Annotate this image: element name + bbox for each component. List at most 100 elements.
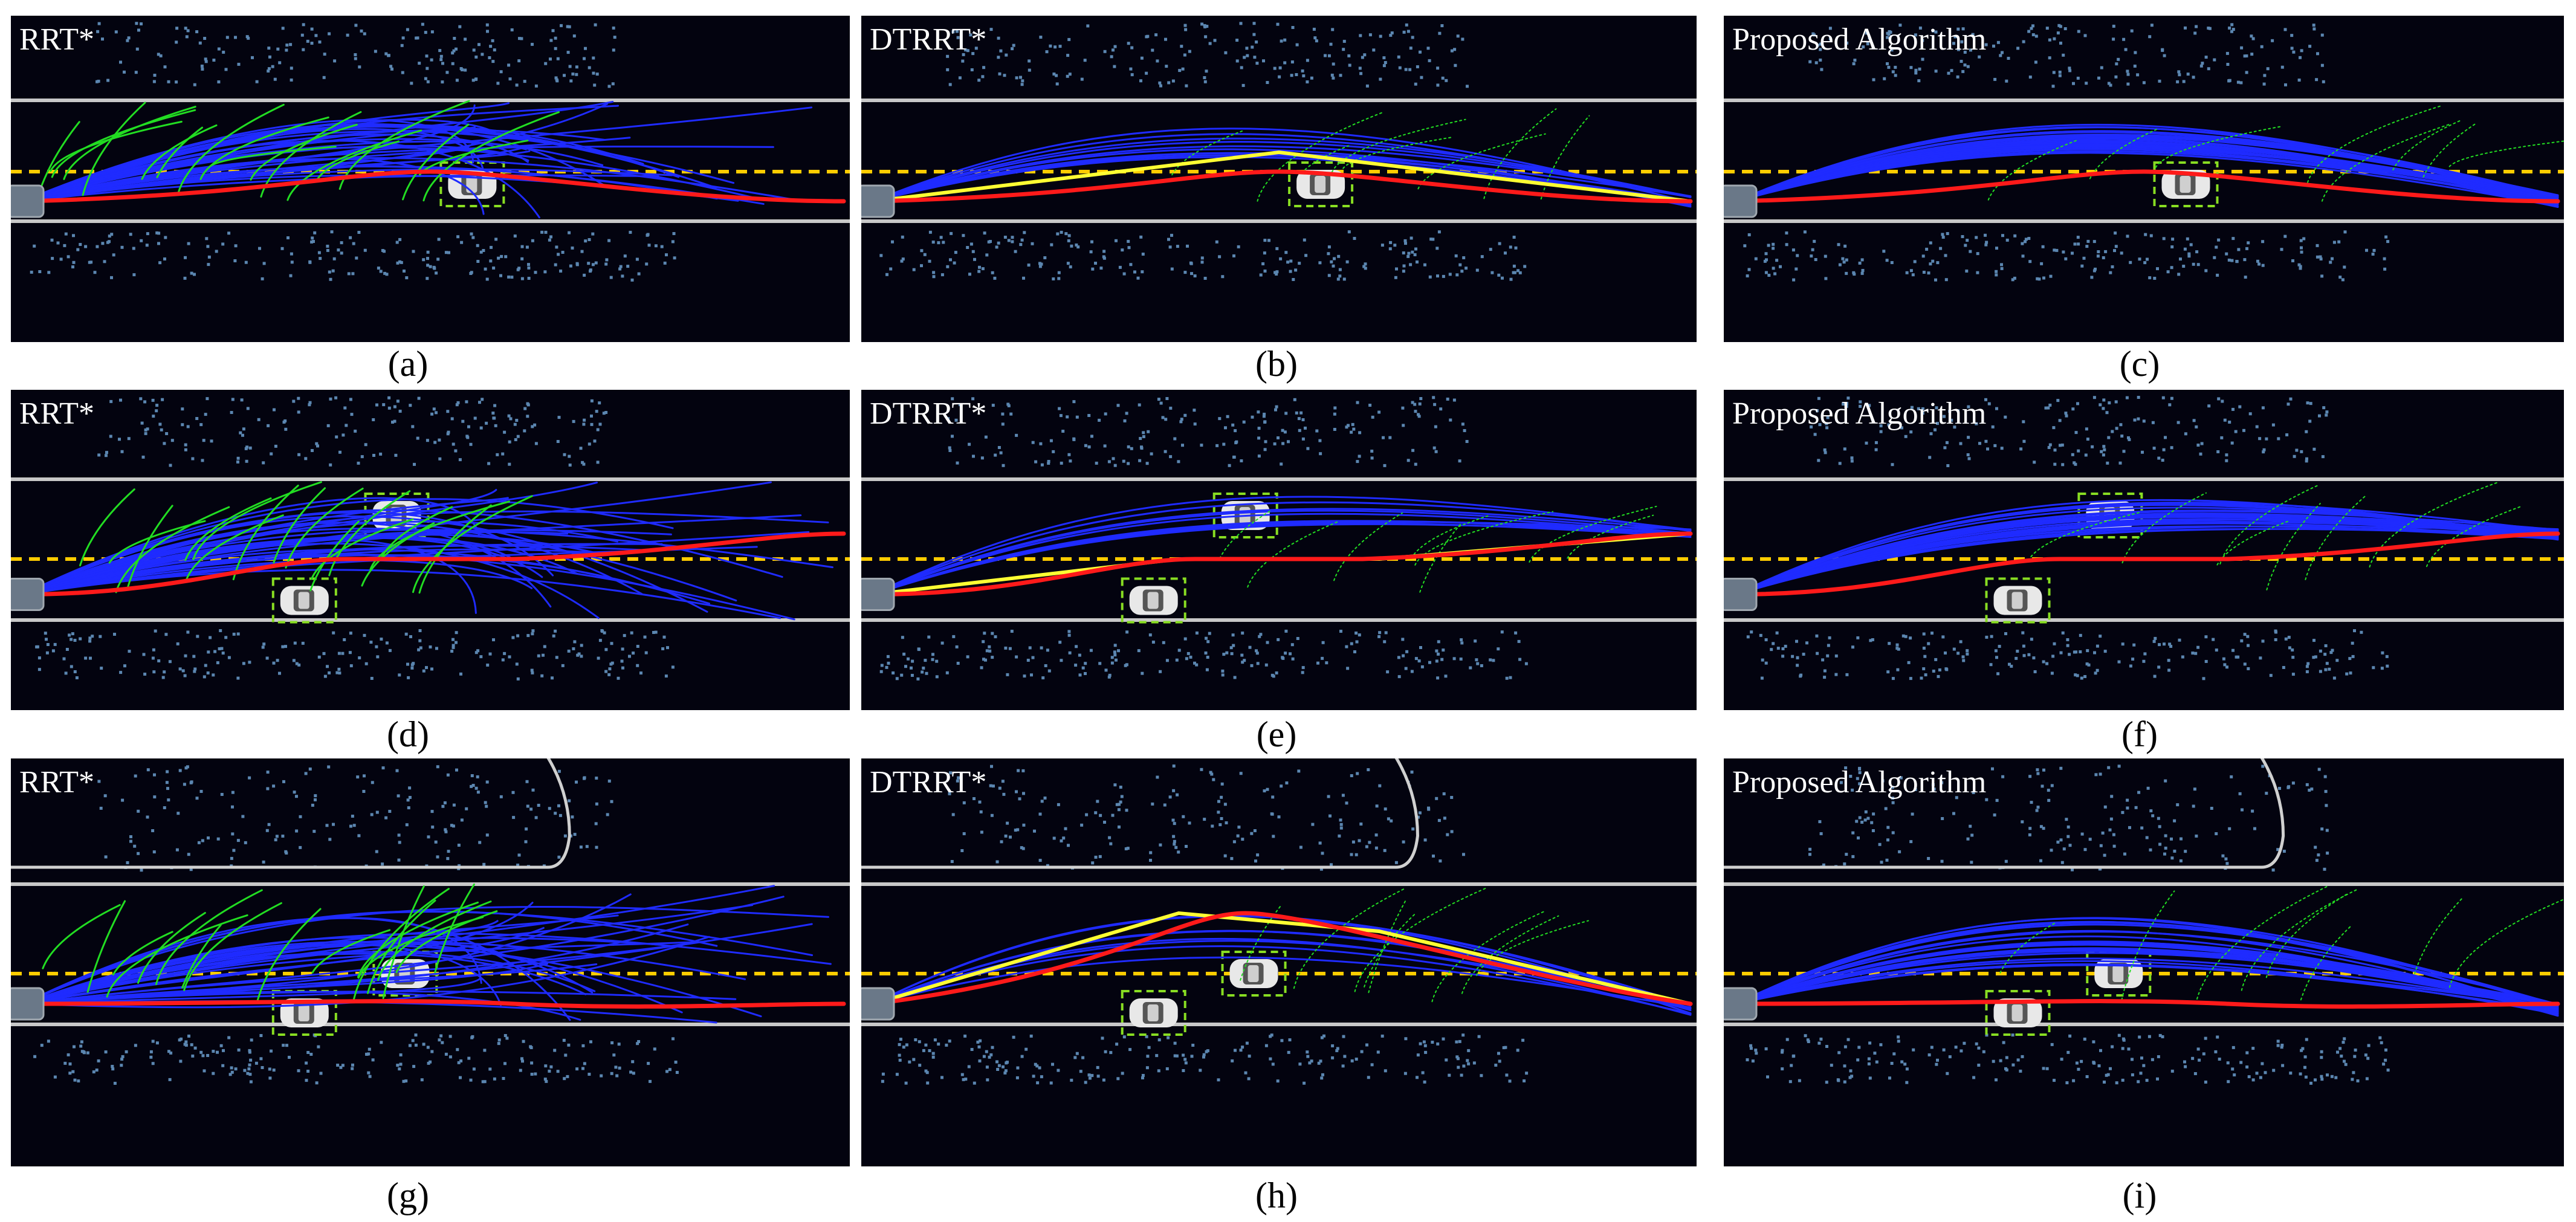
tree-branch: [872, 512, 1692, 595]
tree-branch: [22, 488, 497, 595]
pruned-branch: [1461, 915, 1559, 994]
final-path: [1733, 169, 2560, 204]
tree-branch: [22, 569, 782, 619]
pruned-branch: [1567, 514, 1654, 559]
pruned-branch: [380, 506, 453, 561]
tree-branch: [22, 548, 588, 595]
tree-branch: [22, 157, 793, 202]
obstacle-vehicle: [271, 990, 337, 1036]
pruned-branch: [2369, 482, 2498, 568]
obstacles: [2153, 161, 2219, 207]
tree-branch: [22, 144, 529, 202]
tree-branch: [22, 977, 482, 1005]
tree-branch: [22, 515, 708, 613]
panel-d: RRT*: [11, 390, 850, 710]
tree-branch: [872, 501, 1692, 595]
panel-title: Proposed Algorithm: [1732, 765, 1987, 800]
pruned-branch: [1247, 520, 1339, 588]
search-tree: [872, 496, 1692, 595]
tree-branch: [1735, 513, 2559, 595]
pruned-branch: [1333, 512, 1403, 581]
pruned-branch: [402, 123, 470, 201]
tree-branch: [872, 496, 1692, 595]
caption-e: (e): [1256, 714, 1297, 754]
planning-canvas: [1724, 758, 2564, 1085]
tree-branch: [872, 522, 1692, 595]
pruned-branch: [177, 103, 285, 195]
point-cloud-bottom: [881, 1033, 1529, 1085]
pruned-branch: [1368, 900, 1406, 994]
tree-branch: [22, 119, 474, 202]
pruned-branch: [1219, 510, 1270, 559]
pruned-branch: [183, 902, 282, 991]
pruned-branch: [106, 914, 248, 998]
pruned-branch: [352, 888, 450, 1001]
pruned-branch: [2266, 503, 2321, 590]
pruned-branch: [1540, 115, 1590, 200]
curb-boundary: [1724, 758, 2285, 869]
tree-branch: [1735, 929, 2559, 1015]
pruned-branch: [155, 889, 263, 985]
tree-branch: [1735, 144, 2559, 209]
tree-branch: [1735, 922, 2559, 1006]
point-cloud-top: [1810, 396, 2329, 467]
tree-branch: [872, 154, 1692, 203]
point-cloud-top: [1808, 765, 2329, 872]
panel-h: DTRRT*: [861, 758, 1697, 1166]
pruned-branch: [361, 522, 435, 587]
obstacle-vehicle: [2153, 161, 2219, 207]
obstacle-vehicle: [1121, 990, 1186, 1036]
pruned-branch: [273, 487, 326, 564]
obstacles: [1288, 161, 1354, 207]
point-cloud-bottom: [1746, 1033, 2390, 1085]
tree-branch: [872, 956, 1692, 1009]
ego-vehicle: [1724, 184, 1758, 218]
pruned-branch: [137, 911, 206, 984]
tree-branch: [22, 896, 785, 1005]
pruned-branch: [1257, 111, 1383, 202]
tree-branch: [872, 520, 1692, 595]
tree-branch: [872, 145, 1692, 202]
curb-boundary: [11, 758, 571, 869]
panel-i: Proposed Algorithm: [1724, 758, 2564, 1166]
caption-c: (c): [2119, 344, 2160, 384]
pruned-branch: [1364, 913, 1417, 988]
point-cloud-bottom: [35, 629, 675, 681]
pruned-branch: [317, 140, 400, 180]
tree-branch: [1735, 935, 2559, 1017]
tree-branch: [22, 166, 765, 205]
pruned-branch: [2155, 126, 2281, 168]
caption-d: (d): [387, 714, 429, 754]
tree-branch: [22, 941, 696, 1005]
pruned-branch: [2392, 120, 2462, 170]
pruned-branch: [2121, 492, 2207, 564]
point-cloud-top: [946, 22, 1469, 88]
tree-branch: [1735, 917, 2559, 1017]
pruned-branch: [37, 121, 80, 195]
pruned-branch: [285, 487, 364, 569]
panel-title: RRT*: [19, 22, 95, 57]
pruned-branch: [1414, 511, 1554, 566]
pruned-branch: [286, 129, 422, 201]
ego-vehicle: [861, 184, 895, 218]
final-path: [871, 169, 1693, 204]
obstacle-vehicle: [1985, 577, 2051, 624]
final-path: [21, 169, 846, 204]
pruned-branch: [209, 146, 337, 167]
pruned-branch: [311, 929, 391, 974]
planning-canvas: [1724, 396, 2564, 681]
tree-branch: [1735, 134, 2559, 202]
search-tree: [22, 100, 813, 219]
planning-canvas: [861, 396, 1697, 681]
panel-title: Proposed Algorithm: [1732, 396, 1987, 431]
tree-branch: [1735, 525, 2559, 595]
caption-f: (f): [2121, 714, 2158, 754]
planning-canvas: [861, 758, 1697, 1085]
pruned-branch: [156, 126, 203, 178]
pruned-branch: [181, 924, 222, 989]
pruned-branch: [1529, 505, 1657, 563]
ego-vehicle: [11, 578, 45, 611]
ego-vehicle: [11, 987, 45, 1021]
pruned-branch: [2195, 886, 2328, 1004]
pruned-branch: [1342, 136, 1454, 169]
